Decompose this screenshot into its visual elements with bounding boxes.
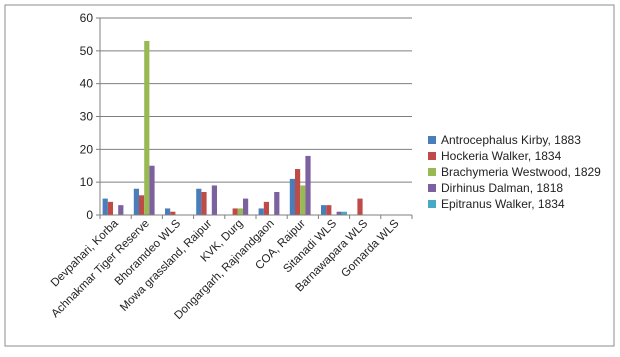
legend-label: Hockeria Walker, 1834 [441, 149, 562, 163]
bar [201, 192, 207, 215]
bar [258, 208, 264, 215]
bar [321, 205, 327, 215]
y-tick-label: 60 [80, 11, 94, 25]
bar [289, 178, 295, 215]
bar [149, 165, 155, 215]
bar [336, 211, 342, 215]
bar [300, 185, 306, 215]
bar [118, 205, 124, 215]
bar [357, 198, 363, 215]
legend-swatch [428, 152, 436, 160]
legend-swatch [428, 184, 436, 192]
bar [237, 208, 243, 215]
bar [341, 211, 347, 215]
y-tick-label: 50 [80, 44, 94, 58]
bar [196, 188, 202, 215]
y-tick-label: 40 [80, 77, 94, 91]
bar [295, 169, 301, 215]
y-tick-label: 0 [86, 208, 93, 222]
y-tick-label: 10 [80, 175, 94, 189]
legend-swatch [428, 200, 436, 208]
bar [243, 198, 249, 215]
legend-label: Brachymeria Westwood, 1829 [441, 165, 601, 179]
y-tick-label: 20 [80, 142, 94, 156]
bar [326, 205, 332, 215]
bar [107, 201, 113, 215]
legend-label: Antrocephalus Kirby, 1883 [441, 133, 581, 147]
bar [274, 192, 280, 215]
legend-label: Dirhinus Dalman, 1818 [441, 181, 563, 195]
bar [263, 201, 269, 215]
legend-label: Epitranus Walker, 1834 [441, 197, 565, 211]
legend-swatch [428, 136, 436, 144]
bar [144, 40, 150, 215]
bar [139, 195, 145, 215]
bar [305, 155, 311, 215]
legend-swatch [428, 168, 436, 176]
bar [211, 185, 217, 215]
bar [102, 198, 108, 215]
y-tick-label: 30 [80, 110, 94, 124]
bar [170, 211, 176, 215]
bar [232, 208, 238, 215]
bar [165, 208, 171, 215]
bar [133, 188, 139, 215]
